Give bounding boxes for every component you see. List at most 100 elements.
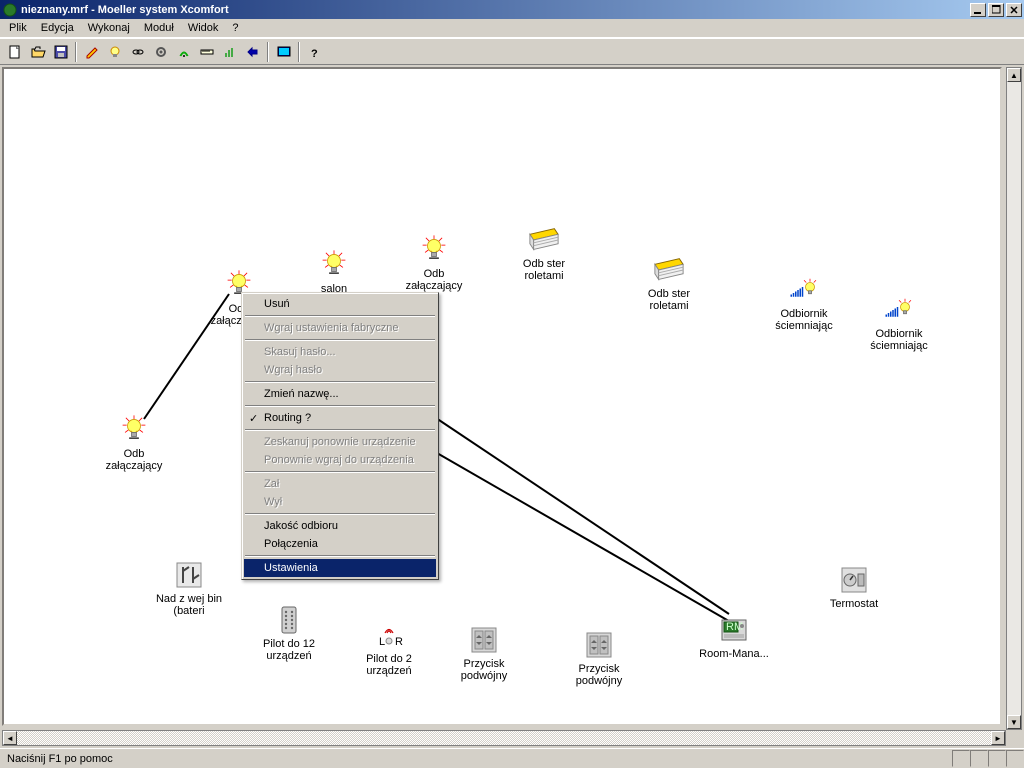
- status-pane: [970, 750, 988, 767]
- device-node[interactable]: Odb załączający: [394, 234, 474, 292]
- status-bar: Naciśnij F1 po pomoc: [0, 748, 1024, 768]
- bininput-icon: [173, 559, 205, 591]
- device-node[interactable]: Odbiornik ściemniając: [859, 294, 939, 352]
- context-menu-item: Zeskanuj ponownie urządzenie: [244, 433, 436, 451]
- shutter-icon: [528, 224, 560, 256]
- device-node[interactable]: L R Pilot do 2 urządzeń: [349, 619, 429, 677]
- horizontal-scrollbar[interactable]: ◄ ►: [2, 730, 1006, 746]
- node-label: Pilot do 12 urządzeń: [249, 638, 329, 662]
- window-title: nieznany.mrf - Moeller system Xcomfort: [21, 4, 968, 16]
- device-node[interactable]: RM Room-Mana...: [694, 614, 774, 660]
- device-node[interactable]: Odb załączający: [94, 414, 174, 472]
- close-button[interactable]: [1006, 3, 1022, 17]
- node-label: Odb ster roletami: [629, 288, 709, 312]
- device-node[interactable]: Przycisk podwójny: [559, 629, 639, 687]
- status-pane: [988, 750, 1006, 767]
- open-icon[interactable]: [26, 41, 49, 63]
- thermo-icon: [838, 564, 870, 596]
- pencil-icon[interactable]: [80, 41, 103, 63]
- dimmer-icon: [788, 274, 820, 306]
- menu-modul[interactable]: Moduł: [137, 20, 181, 36]
- node-label: Pilot do 2 urządzeń: [349, 653, 429, 677]
- scroll-down-button[interactable]: ▼: [1007, 715, 1021, 729]
- device-node[interactable]: Termostat: [814, 564, 894, 610]
- scrollbar-track[interactable]: [1007, 82, 1021, 715]
- dimmer-icon: [883, 294, 915, 326]
- bulb-icon[interactable]: [103, 41, 126, 63]
- node-label: Przycisk podwójny: [559, 663, 639, 687]
- context-menu-item[interactable]: Routing ?✓: [244, 409, 436, 427]
- context-menu: Usuń Wgraj ustawienia fabryczne Skasuj has…: [241, 292, 439, 580]
- scroll-left-button[interactable]: ◄: [3, 731, 17, 745]
- gear-icon[interactable]: [149, 41, 172, 63]
- device-node[interactable]: Pilot do 12 urządzeń: [249, 604, 329, 662]
- ruler-icon[interactable]: [195, 41, 218, 63]
- context-menu-item[interactable]: Usuń: [244, 295, 436, 313]
- context-menu-item: Wgraj ustawienia fabryczne: [244, 319, 436, 337]
- context-menu-item: Wgraj hasło: [244, 361, 436, 379]
- canvas-area: Odb załączający Odb ster roletami salon: [0, 65, 1024, 748]
- title-bar: nieznany.mrf - Moeller system Xcomfort: [0, 0, 1024, 19]
- context-menu-item: Skasuj hasło...: [244, 343, 436, 361]
- help-icon[interactable]: ?: [303, 41, 326, 63]
- menu-help[interactable]: ?: [225, 20, 245, 36]
- app-icon: [2, 2, 18, 18]
- node-label: Nad z wej bin (bateri: [149, 593, 229, 617]
- switch-icon: [468, 624, 500, 656]
- link-icon[interactable]: [126, 41, 149, 63]
- scrollbar-track[interactable]: [17, 731, 991, 745]
- menu-plik[interactable]: Plik: [2, 20, 34, 36]
- chart-icon[interactable]: [218, 41, 241, 63]
- context-menu-item: Ponownie wgraj do urządzenia: [244, 451, 436, 469]
- node-label: Odbiornik ściemniając: [764, 308, 844, 332]
- shutter-icon: [653, 254, 685, 286]
- context-menu-item: Zał: [244, 475, 436, 493]
- remote12-icon: [273, 604, 305, 636]
- context-menu-item[interactable]: Połączenia: [244, 535, 436, 553]
- menu-bar: Plik Edycja Wykonaj Moduł Widok ?: [0, 19, 1024, 38]
- svg-text:L: L: [379, 636, 385, 647]
- scroll-right-button[interactable]: ►: [991, 731, 1005, 745]
- device-node[interactable]: salon: [294, 249, 374, 295]
- diagram-canvas[interactable]: Odb załączający Odb ster roletami salon: [2, 67, 1002, 726]
- device-node[interactable]: Odb ster roletami: [504, 224, 584, 282]
- node-label: Room-Mana...: [694, 648, 774, 660]
- node-label: Odb ster roletami: [504, 258, 584, 282]
- node-label: Odb załączający: [94, 448, 174, 472]
- node-label: Termostat: [814, 598, 894, 610]
- remote2-icon: L R: [373, 619, 405, 651]
- status-text: Naciśnij F1 po pomoc: [3, 750, 952, 767]
- node-label: Odb załączający: [394, 268, 474, 292]
- display-icon[interactable]: [272, 41, 295, 63]
- menu-widok[interactable]: Widok: [181, 20, 226, 36]
- toolbar: ?: [0, 38, 1024, 65]
- status-pane: [952, 750, 970, 767]
- context-menu-item[interactable]: Zmień nazwę...: [244, 385, 436, 403]
- minimize-button[interactable]: [970, 3, 986, 17]
- device-node[interactable]: Przycisk podwójny: [444, 624, 524, 682]
- auto-icon[interactable]: [241, 41, 264, 63]
- node-label: Przycisk podwójny: [444, 658, 524, 682]
- new-icon[interactable]: [3, 41, 26, 63]
- device-node[interactable]: Odb ster roletami: [629, 254, 709, 312]
- svg-text:?: ?: [311, 48, 318, 60]
- menu-edycja[interactable]: Edycja: [34, 20, 81, 36]
- context-menu-item: Wył: [244, 493, 436, 511]
- context-menu-item[interactable]: Jakość odbioru: [244, 517, 436, 535]
- bulb-icon: [118, 414, 150, 446]
- svg-text:R: R: [395, 636, 403, 647]
- save-icon[interactable]: [49, 41, 72, 63]
- menu-wykonaj[interactable]: Wykonaj: [81, 20, 137, 36]
- node-label: Odbiornik ściemniając: [859, 328, 939, 352]
- device-node[interactable]: Nad z wej bin (bateri: [149, 559, 229, 617]
- context-menu-item[interactable]: Ustawienia: [244, 559, 436, 577]
- roommgr-icon: RM: [718, 614, 750, 646]
- scroll-up-button[interactable]: ▲: [1007, 68, 1021, 82]
- status-pane: [1006, 750, 1024, 767]
- vertical-scrollbar[interactable]: ▲ ▼: [1006, 67, 1022, 730]
- switch-icon: [583, 629, 615, 661]
- device-node[interactable]: Odbiornik ściemniając: [764, 274, 844, 332]
- bulb-icon: [418, 234, 450, 266]
- radio-icon[interactable]: [172, 41, 195, 63]
- maximize-button[interactable]: [988, 3, 1004, 17]
